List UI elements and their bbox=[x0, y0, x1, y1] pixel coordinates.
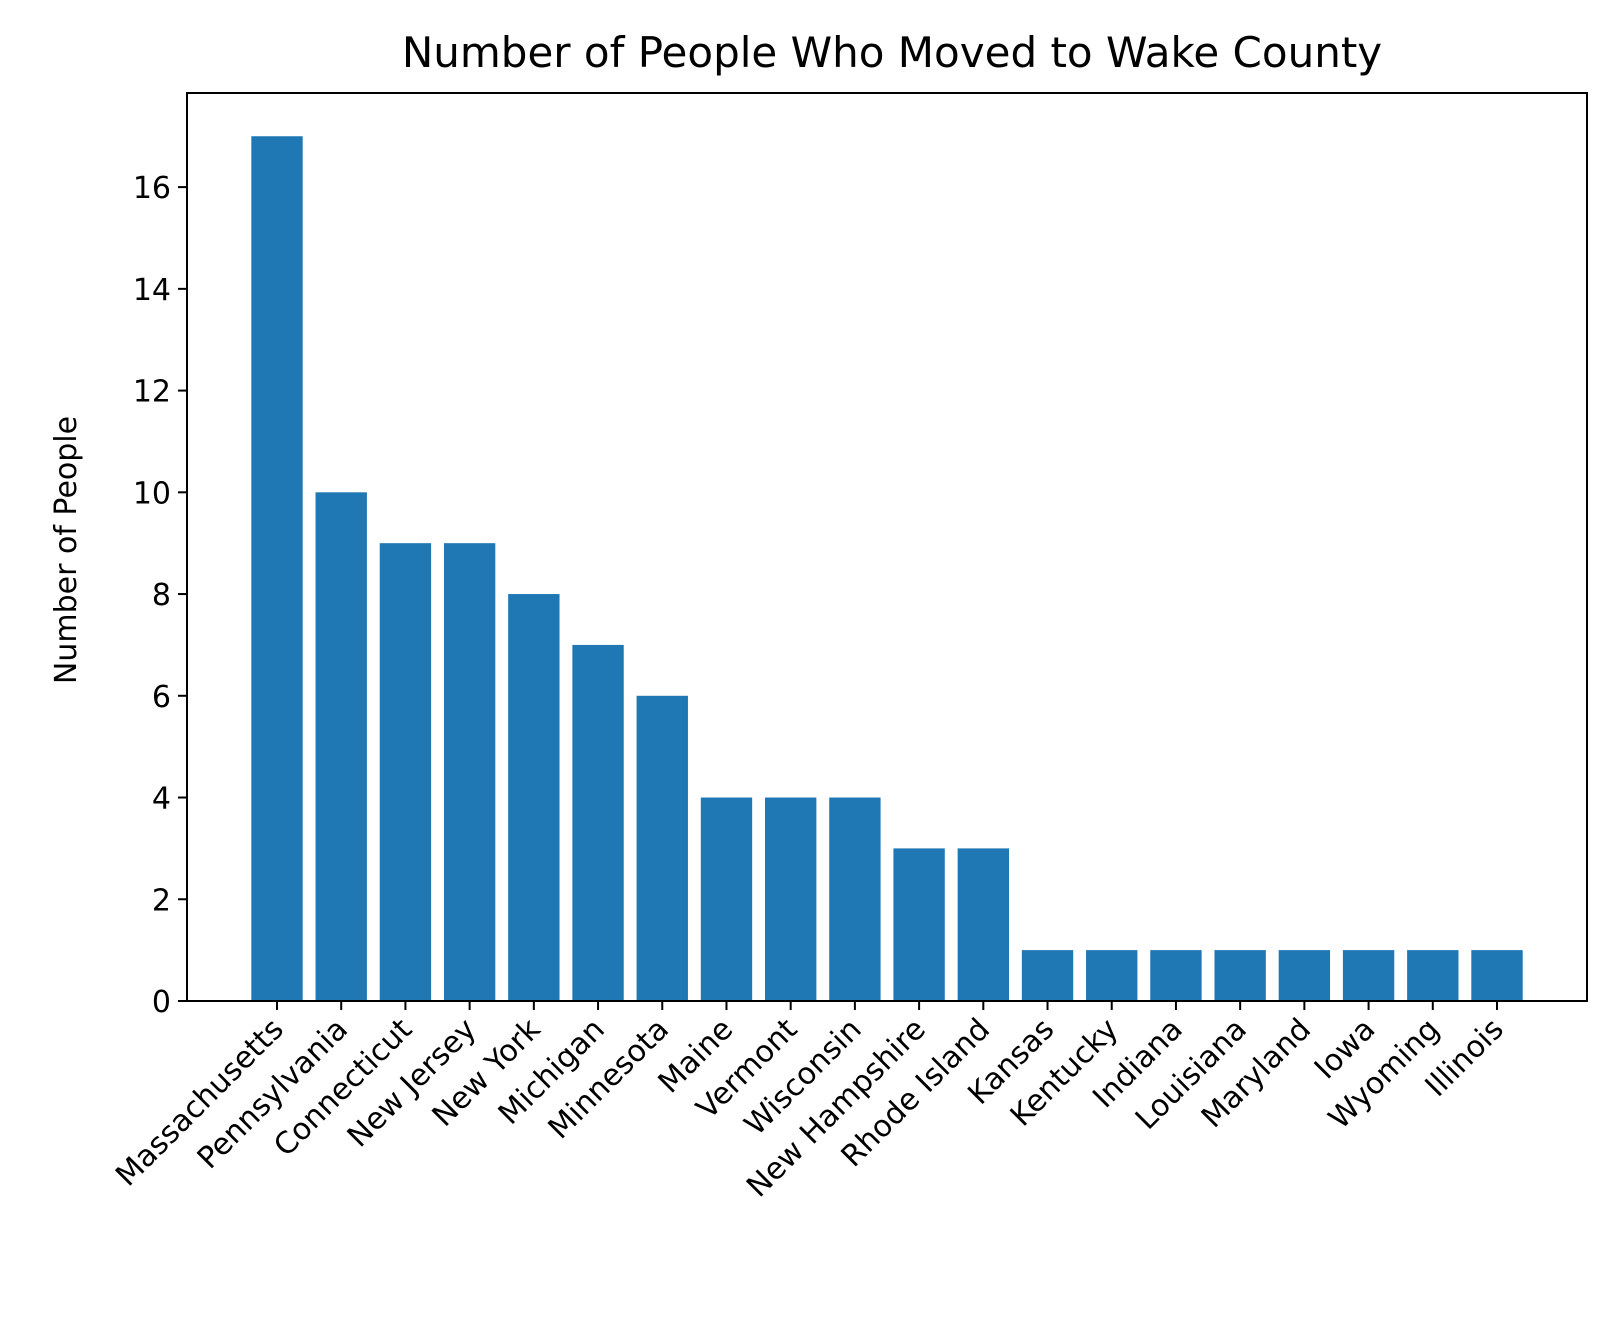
y-tick-label: 12 bbox=[133, 375, 171, 410]
y-tick-label: 4 bbox=[152, 782, 171, 817]
bar-rhode-island bbox=[957, 848, 1009, 1001]
chart-title: Number of People Who Moved to Wake Count… bbox=[402, 28, 1382, 77]
bar-massachusetts bbox=[251, 136, 303, 1002]
bar-vermont bbox=[765, 797, 817, 1001]
y-tick-label: 14 bbox=[133, 273, 171, 308]
y-axis-label: Number of People bbox=[49, 416, 84, 684]
y-axis-ticks: 0 2 4 6 8 10 12 14 16 bbox=[133, 171, 187, 1020]
bar-kansas bbox=[1021, 950, 1074, 1001]
y-tick-label: 6 bbox=[152, 680, 171, 715]
y-tick-label: 8 bbox=[152, 578, 171, 613]
bar-kentucky bbox=[1086, 950, 1138, 1001]
bar-maryland bbox=[1278, 950, 1331, 1001]
bar-wyoming bbox=[1407, 950, 1459, 1001]
y-tick-label: 2 bbox=[152, 883, 171, 918]
y-tick-label: 0 bbox=[152, 985, 171, 1020]
bar-connecticut bbox=[379, 543, 432, 1001]
bar-wisconsin bbox=[829, 797, 881, 1001]
bar-michigan bbox=[572, 644, 624, 1001]
y-tick-label: 16 bbox=[133, 171, 171, 206]
bar-new-jersey bbox=[443, 543, 496, 1001]
bar-series bbox=[251, 136, 1523, 1002]
bar-louisiana bbox=[1214, 950, 1266, 1001]
bar-new-hampshire bbox=[893, 848, 945, 1001]
bar-maine bbox=[700, 797, 753, 1001]
y-tick-label: 10 bbox=[133, 476, 171, 511]
bar-indiana bbox=[1150, 950, 1202, 1001]
bar-iowa bbox=[1342, 950, 1395, 1001]
bar-pennsylvania bbox=[315, 492, 367, 1001]
bar-minnesota bbox=[636, 695, 688, 1001]
plot-frame bbox=[186, 92, 1588, 1002]
bar-new-york bbox=[508, 594, 560, 1001]
bar-illinois bbox=[1471, 950, 1523, 1001]
